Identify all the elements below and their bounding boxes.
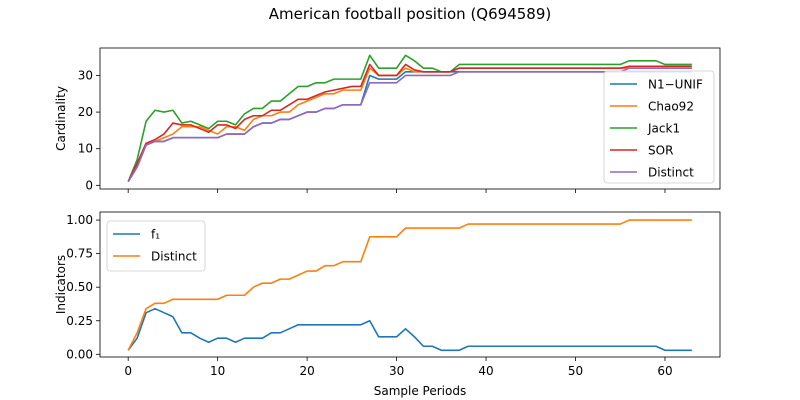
y-tick-label: 0.00 [66, 347, 93, 361]
series-line-f [127, 307, 692, 352]
legend: N1−UNIF Chao92 Jack1 SOR Distinct [603, 70, 715, 184]
plot-frame [99, 211, 721, 358]
legend-label-distinct: Distinct [648, 166, 694, 180]
indicators-panel: 0 10 20 30 40 50 60 0.00 0.25 0.50 0.75 1.00 Indicat… [54, 211, 721, 398]
legend-label-n1-unif: N1−UNIF [648, 78, 703, 92]
x-tick-label: 20 [299, 364, 314, 378]
x-tick-label: 0 [124, 364, 132, 378]
y-axis-label: Indicators [54, 255, 68, 314]
series-line-sor [127, 63, 692, 183]
legend-label-jack1: Jack1 [647, 122, 680, 136]
legend-label-chao92: Chao92 [648, 100, 694, 114]
legend-box [603, 70, 715, 184]
chart-title: American football position (Q694589) [269, 5, 551, 23]
x-tick-label: 30 [389, 364, 404, 378]
plot-frame [99, 47, 721, 190]
y-tick-label: 10 [78, 142, 93, 156]
series-line-jack1 [127, 54, 692, 182]
legend-label-distinct: Distinct [151, 250, 197, 264]
y-tick-label: 0.50 [66, 280, 93, 294]
y-tick-label: 0.75 [66, 247, 93, 261]
legend: f₁ Distinct [106, 220, 206, 272]
y-tick-label: 1.00 [66, 213, 93, 227]
x-tick-label: 50 [568, 364, 583, 378]
y-tick-label: 0 [85, 178, 93, 192]
x-axis-label: Sample Periods [374, 384, 466, 398]
series-line-distinct [127, 67, 692, 183]
series-line-distinct [127, 219, 692, 351]
y-tick-label: 20 [78, 105, 93, 119]
x-tick-label: 40 [478, 364, 493, 378]
x-tick-label: 10 [210, 364, 225, 378]
y-tick-label: 30 [78, 68, 93, 82]
x-tick-label: 60 [657, 364, 672, 378]
y-tick-label: 0.25 [66, 314, 93, 328]
legend-label-f: f₁ [151, 228, 160, 242]
y-axis-label: Cardinality [54, 86, 68, 151]
legend-label-sor: SOR [648, 144, 673, 158]
cardinality-panel: 0 10 20 30 Cardinality N1−UNIF Chao92 Jack1 SOR D… [54, 47, 721, 193]
